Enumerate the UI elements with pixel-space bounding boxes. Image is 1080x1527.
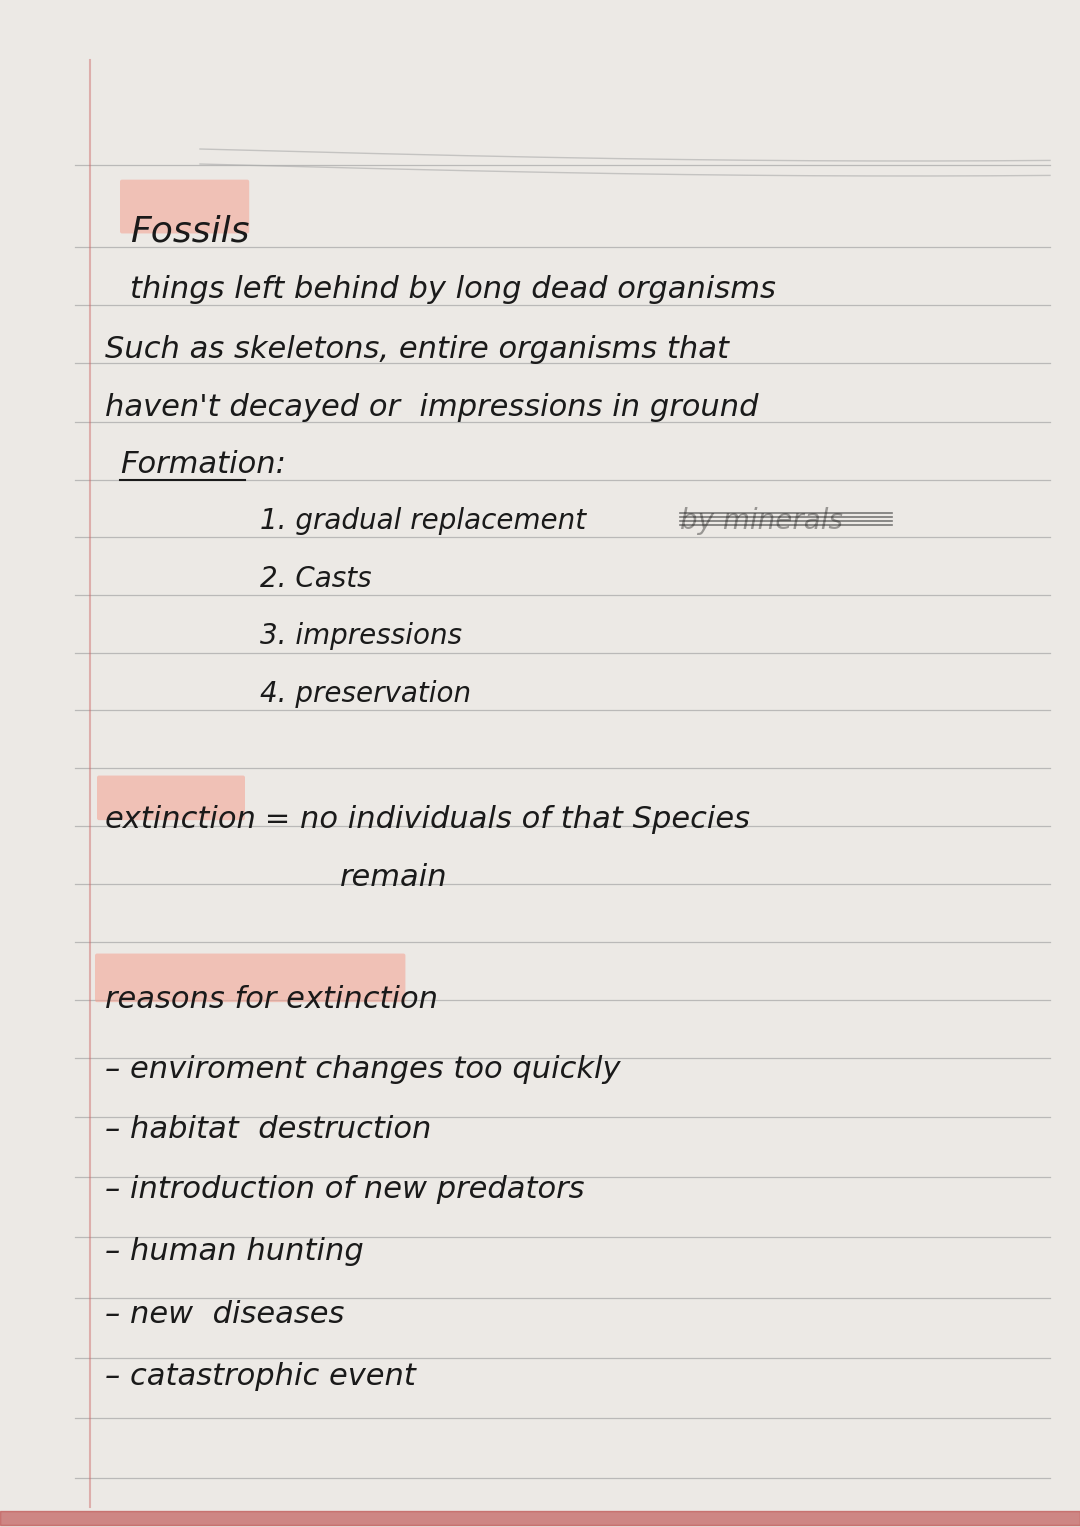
Text: 4. preservation: 4. preservation: [260, 680, 471, 709]
Text: – catastrophic event: – catastrophic event: [105, 1362, 416, 1391]
Text: by minerals: by minerals: [680, 507, 843, 534]
Text: reasons for extinction: reasons for extinction: [105, 985, 438, 1014]
FancyBboxPatch shape: [95, 953, 405, 1002]
Text: – habitat  destruction: – habitat destruction: [105, 1115, 431, 1144]
Text: remain: remain: [340, 863, 447, 892]
Text: Formation:: Formation:: [120, 450, 286, 479]
FancyBboxPatch shape: [120, 180, 249, 234]
Text: 2. Casts: 2. Casts: [260, 565, 372, 592]
Text: 3. impressions: 3. impressions: [260, 621, 462, 651]
Text: things left behind by long dead organisms: things left behind by long dead organism…: [130, 275, 775, 304]
Text: Fossils: Fossils: [130, 215, 249, 249]
FancyBboxPatch shape: [97, 776, 245, 820]
Text: extinction: extinction: [105, 805, 257, 834]
Text: 1. gradual replacement: 1. gradual replacement: [260, 507, 595, 534]
Text: – enviroment changes too quickly: – enviroment changes too quickly: [105, 1055, 621, 1084]
Text: haven't decayed or  impressions in ground: haven't decayed or impressions in ground: [105, 392, 758, 421]
Text: – introduction of new predators: – introduction of new predators: [105, 1174, 584, 1203]
Text: – human hunting: – human hunting: [105, 1237, 364, 1266]
Text: = no individuals of that Species: = no individuals of that Species: [255, 805, 750, 834]
Text: Such as skeletons, entire organisms that: Such as skeletons, entire organisms that: [105, 334, 729, 363]
Text: – new  diseases: – new diseases: [105, 1299, 345, 1328]
